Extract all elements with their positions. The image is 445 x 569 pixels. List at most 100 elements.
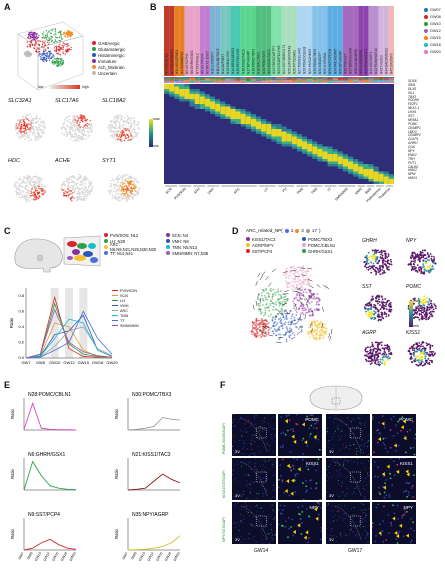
region-label: TT — [327, 187, 333, 193]
heatmap-gene-label: CGA — [408, 145, 415, 150]
umap-point — [415, 363, 418, 366]
cell-dot — [271, 459, 273, 461]
umap-point — [46, 32, 49, 34]
umap-point — [380, 341, 383, 344]
umap-point — [425, 353, 428, 355]
umap-point — [53, 60, 55, 62]
umap-point — [381, 264, 384, 267]
heatmap-gene-label: CALB2 — [408, 164, 419, 169]
umap-point — [409, 262, 412, 264]
heatmap-gene-label: EMX2 — [408, 152, 417, 157]
cluster-label: N16:KISS1/TAC3 — [241, 49, 245, 74]
cell-dot — [250, 453, 252, 455]
umap-point — [21, 130, 24, 133]
stage-legend-item: GW18 — [424, 41, 444, 48]
umap-point — [54, 29, 56, 31]
cell-dot — [342, 417, 344, 419]
heatmap-cell — [215, 106, 221, 109]
cell-dot — [261, 485, 263, 487]
umap-point — [30, 194, 32, 197]
umap-point — [430, 304, 433, 307]
umap-point — [431, 344, 434, 347]
umap-point — [38, 53, 40, 55]
umap-point — [42, 188, 44, 191]
umap-point — [66, 133, 68, 135]
umap-point — [116, 175, 119, 178]
umap-point — [51, 39, 53, 42]
umap-point — [274, 329, 277, 332]
cluster-label: N19:GAL/TAC1 — [257, 52, 261, 74]
umap-point — [386, 266, 388, 268]
umap-point — [73, 176, 76, 178]
umap-point — [295, 325, 297, 328]
velocity-arrow — [262, 325, 267, 329]
umap-point — [384, 263, 387, 266]
umap-point — [74, 114, 76, 117]
umap-point — [41, 43, 44, 46]
umap-point — [58, 36, 61, 38]
umap-point — [428, 312, 431, 315]
stage-bar-segment — [199, 77, 205, 79]
umap-point — [429, 311, 432, 313]
cell-dot — [310, 424, 313, 427]
cell-dot — [252, 436, 254, 438]
umap-point — [293, 334, 296, 336]
umap-point — [66, 125, 69, 128]
umap-point — [418, 363, 421, 366]
umap-point — [26, 52, 28, 55]
umap-point — [109, 130, 111, 133]
cell-dot — [265, 471, 267, 473]
umap-point — [433, 259, 435, 262]
umap-point — [423, 307, 426, 310]
umap-point — [29, 35, 32, 38]
stage-bar-segment — [358, 78, 364, 80]
velocity-arrow — [301, 274, 307, 276]
umap-point — [372, 268, 375, 271]
cell-dot — [262, 495, 264, 497]
e-chart-title: N21:KISS1/TAC3 — [132, 452, 171, 458]
umap-point — [138, 127, 140, 130]
heatmap-cell — [164, 84, 170, 87]
umap-point — [264, 306, 266, 309]
stage-bar-segment — [363, 79, 369, 81]
umap-point — [121, 197, 124, 200]
series-line — [25, 302, 113, 359]
umap-point — [385, 344, 388, 347]
umap-point — [309, 307, 312, 310]
umap-point — [122, 134, 125, 137]
velocity-arrow — [328, 332, 331, 338]
umap-point — [370, 299, 373, 301]
cell-dot — [347, 416, 349, 418]
umap-point — [274, 318, 277, 321]
umap-point — [278, 318, 280, 321]
umap-point — [62, 52, 65, 55]
umap-point — [425, 314, 428, 317]
velocity-arrow — [255, 280, 258, 286]
umap-point — [416, 350, 418, 353]
cell-dot — [250, 422, 252, 424]
series-name: VMH — [120, 303, 129, 308]
heatmap-cell — [189, 94, 195, 97]
line-swatch-icon — [112, 325, 118, 326]
umap-point — [292, 272, 294, 275]
umap-point — [70, 138, 72, 140]
umap-point — [84, 119, 87, 122]
umap-point — [63, 134, 65, 136]
umap-point — [418, 257, 420, 260]
umap-point — [420, 362, 423, 364]
umap-point — [16, 132, 18, 134]
cell-dot — [401, 416, 404, 419]
cluster-label: N37:NR5A2/LHX8 — [349, 48, 353, 74]
heatmap-cell — [296, 141, 302, 144]
umap-point — [44, 59, 46, 61]
umap-point — [120, 175, 123, 177]
umap-point — [39, 178, 42, 181]
umap-point — [418, 307, 421, 309]
umap-point — [78, 188, 81, 191]
umap-point — [66, 43, 69, 46]
umap-point — [79, 121, 81, 124]
umap-point — [374, 350, 377, 353]
umap-point — [291, 321, 294, 324]
cell-dot — [241, 453, 243, 455]
umap-point — [286, 331, 289, 333]
